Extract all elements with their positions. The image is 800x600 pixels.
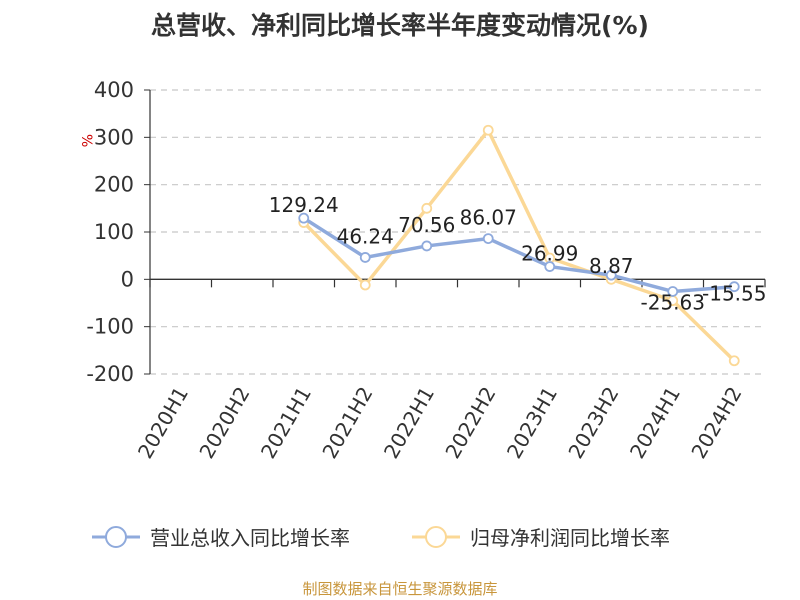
- data-label: 129.24: [269, 193, 339, 217]
- data-point: [298, 212, 310, 224]
- axes: 400 300 200 100 0 -100 -200% 2020H1 2020H2 2021H1…: [78, 78, 766, 463]
- data-point: [482, 124, 494, 136]
- series-line: [302, 128, 736, 362]
- data-point: [359, 252, 371, 263]
- series-lines: [298, 124, 740, 367]
- x-tick-label: 2023H2: [563, 383, 623, 463]
- data-point: [421, 240, 433, 252]
- legend: 营业总收入同比增长率 归母净利润同比增长率: [92, 526, 670, 550]
- legend-item: 营业总收入同比增长率: [92, 526, 350, 550]
- legend-label: 归母净利润同比增长率: [470, 526, 670, 550]
- y-tick-label: 300: [94, 125, 134, 149]
- data-point: [359, 279, 371, 291]
- data-label: 26.99: [521, 242, 578, 266]
- x-tick-label: 2023H1: [502, 383, 562, 463]
- grid-lines: [150, 89, 765, 375]
- x-tick-label: 2021H1: [256, 383, 316, 463]
- data-label: 46.24: [337, 224, 394, 248]
- data-label: 70.56: [398, 213, 455, 237]
- x-tick-label: 2022H2: [440, 383, 500, 463]
- x-tick-label: 2021H2: [317, 383, 377, 463]
- legend-marker: [105, 526, 127, 548]
- x-tick-label: 2020H1: [133, 383, 193, 463]
- source-note: 制图数据来自恒生聚源数据库: [302, 580, 498, 598]
- data-point: [421, 202, 433, 214]
- data-label: 86.07: [460, 206, 517, 230]
- legend-item: 归母净利润同比增长率: [412, 526, 670, 550]
- chart-title: 总营收、净利同比增长率半年度变动情况(%): [151, 11, 649, 40]
- y-tick-label: -100: [86, 315, 134, 339]
- data-label: -15.55: [702, 282, 766, 306]
- series-line: [302, 216, 735, 294]
- data-point: [482, 233, 494, 244]
- legend-label: 营业总收入同比增长率: [150, 526, 350, 550]
- x-tick-label: 2020H2: [194, 383, 254, 463]
- y-tick-label: 200: [94, 173, 134, 197]
- y-tick-label: 400: [94, 78, 134, 102]
- data-point: [728, 281, 740, 293]
- data-label: 8.87: [589, 254, 634, 278]
- data-point: [667, 286, 679, 297]
- y-unit-label: %: [78, 134, 94, 147]
- x-tick-label: 2024H2: [686, 383, 746, 463]
- x-tick-label: 2024H1: [625, 383, 685, 463]
- y-tick-label: 0: [121, 267, 134, 291]
- data-point: [544, 261, 556, 272]
- data-point: [605, 269, 617, 281]
- y-tick-label: 100: [94, 220, 134, 244]
- y-tick-label: -200: [86, 362, 134, 386]
- data-point: [728, 355, 740, 367]
- legend-marker: [425, 526, 447, 548]
- x-tick-label: 2022H1: [379, 383, 439, 463]
- data-label: -25.63: [641, 290, 705, 314]
